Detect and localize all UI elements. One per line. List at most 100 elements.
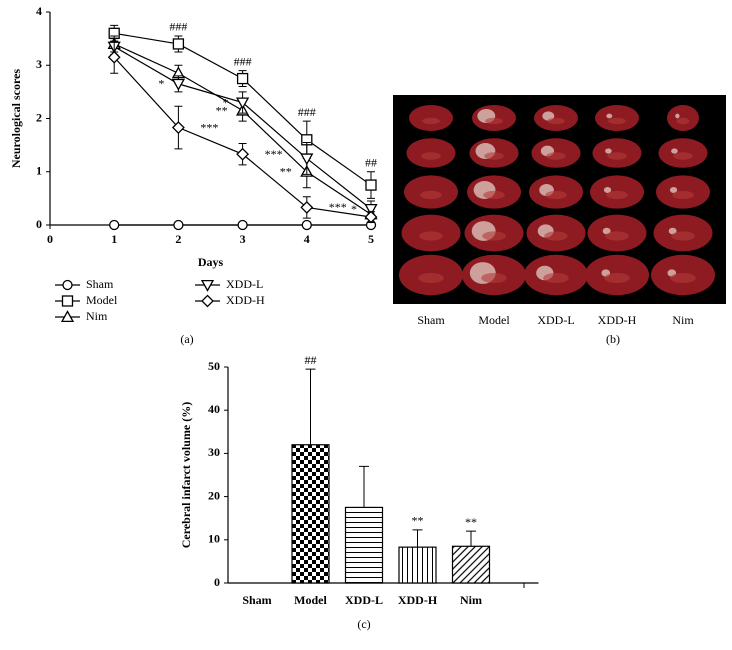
slice-detail bbox=[672, 190, 694, 200]
x-tick-label: 1 bbox=[111, 232, 117, 246]
infarct-area bbox=[668, 227, 677, 235]
slice-detail bbox=[547, 117, 565, 125]
x-tick-label: 5 bbox=[368, 232, 374, 246]
slice-detail bbox=[604, 272, 630, 284]
slice-detail bbox=[673, 152, 693, 160]
significance-label: ** bbox=[216, 103, 228, 117]
legend-label: XDD-H bbox=[226, 293, 265, 307]
y-tick-label: 20 bbox=[208, 488, 220, 502]
slice-detail bbox=[422, 117, 440, 125]
marker bbox=[236, 147, 250, 161]
slice-detail bbox=[543, 272, 569, 284]
bar bbox=[344, 506, 384, 584]
slice-detail bbox=[481, 272, 507, 284]
slice-detail bbox=[421, 152, 441, 160]
slice-detail bbox=[670, 272, 696, 284]
significance-label: *** bbox=[200, 120, 218, 134]
x-tick-label: 3 bbox=[240, 232, 246, 246]
slice-detail bbox=[606, 190, 628, 200]
slice-detail bbox=[545, 190, 567, 200]
legend-label: XDD-L bbox=[226, 277, 263, 291]
error-bar bbox=[466, 530, 476, 547]
bar bbox=[291, 444, 330, 584]
significance-label: ** bbox=[280, 165, 292, 179]
x-tick-label: 4 bbox=[304, 232, 310, 246]
slice-detail bbox=[608, 117, 626, 125]
y-tick-label: 4 bbox=[36, 4, 42, 18]
marker bbox=[237, 219, 248, 231]
significance-label: *** bbox=[265, 147, 283, 161]
bar bbox=[451, 545, 491, 584]
y-tick-label: 40 bbox=[208, 402, 220, 416]
x-tick-label: XDD-H bbox=[398, 593, 438, 607]
marker bbox=[171, 78, 186, 91]
slice-detail bbox=[485, 117, 503, 125]
y-tick-label: 50 bbox=[208, 359, 220, 373]
marker bbox=[62, 279, 73, 291]
y-axis-label: Neurological scores bbox=[9, 69, 23, 169]
y-tick-label: 10 bbox=[208, 532, 220, 546]
significance-label: ## bbox=[305, 353, 317, 367]
marker bbox=[364, 210, 378, 224]
slice-detail bbox=[671, 231, 695, 241]
marker bbox=[364, 203, 378, 216]
infarct-area bbox=[603, 187, 612, 193]
x-axis-label: Days bbox=[198, 255, 224, 269]
panel-caption: (a) bbox=[180, 332, 193, 346]
error-bar bbox=[359, 465, 369, 508]
significance-label: ### bbox=[234, 54, 252, 68]
marker bbox=[173, 219, 184, 231]
marker bbox=[235, 97, 250, 110]
slice-detail bbox=[676, 117, 690, 125]
bar bbox=[398, 546, 437, 584]
marker bbox=[200, 279, 215, 292]
x-tick-label: XDD-L bbox=[345, 593, 383, 607]
significance-label: * bbox=[351, 202, 357, 216]
legend-label: Model bbox=[86, 293, 118, 307]
image-label: XDD-L bbox=[537, 313, 574, 327]
marker bbox=[365, 179, 377, 191]
slice-detail bbox=[605, 231, 629, 241]
image-label: Model bbox=[478, 313, 510, 327]
y-axis-label: Cerebral infarct volume (%) bbox=[179, 402, 193, 549]
x-tick-label: Model bbox=[294, 593, 327, 607]
marker bbox=[109, 219, 120, 231]
image-label: Nim bbox=[672, 313, 694, 327]
slice-detail bbox=[483, 190, 505, 200]
marker bbox=[107, 50, 121, 64]
y-tick-label: 30 bbox=[208, 445, 220, 459]
significance-label: * bbox=[223, 95, 229, 109]
infarct-area bbox=[675, 113, 680, 119]
image-label: Sham bbox=[417, 313, 445, 327]
marker bbox=[201, 294, 214, 308]
significance-label: *** bbox=[329, 200, 347, 214]
error-bar bbox=[305, 368, 316, 445]
x-tick-label: 2 bbox=[175, 232, 181, 246]
slice-detail bbox=[419, 231, 443, 241]
marker bbox=[60, 310, 75, 323]
infarct-area bbox=[602, 227, 611, 235]
y-tick-label: 0 bbox=[36, 217, 42, 231]
significance-label: ### bbox=[298, 105, 316, 119]
y-tick-label: 3 bbox=[36, 57, 42, 71]
x-tick-label: 0 bbox=[47, 232, 53, 246]
y-tick-label: 1 bbox=[36, 164, 42, 178]
slice-detail bbox=[484, 152, 504, 160]
marker bbox=[171, 121, 185, 134]
y-tick-label: 0 bbox=[214, 575, 220, 589]
significance-label: ** bbox=[465, 515, 477, 529]
legend-label: Nim bbox=[86, 309, 108, 323]
image-label: XDD-H bbox=[598, 313, 637, 327]
infarct-area bbox=[669, 187, 678, 193]
legend-label: Sham bbox=[86, 277, 114, 291]
slice-detail bbox=[418, 272, 444, 284]
marker bbox=[172, 38, 185, 50]
slice-detail bbox=[482, 231, 506, 241]
marker bbox=[236, 72, 249, 85]
slice-detail bbox=[544, 231, 568, 241]
significance-label: ## bbox=[365, 156, 377, 170]
significance-label: ** bbox=[412, 514, 424, 528]
slice-detail bbox=[420, 190, 442, 200]
panel-caption: (b) bbox=[606, 332, 620, 346]
